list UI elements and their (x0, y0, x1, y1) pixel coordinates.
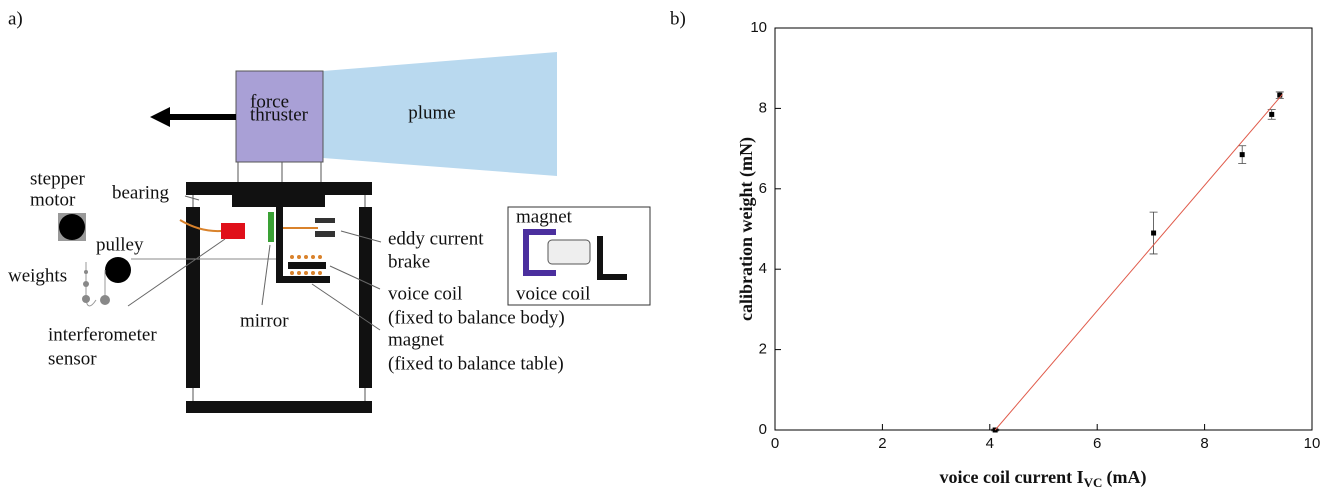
coil-magnet (288, 262, 326, 269)
inset-t (597, 236, 603, 280)
x-axis-label: voice coil current IVC(mA) (940, 467, 1147, 489)
brake-magnet (315, 218, 335, 223)
mirror-shape (268, 212, 274, 242)
label: pulley (96, 234, 144, 255)
stepper-motor (59, 214, 85, 240)
left-column (186, 207, 200, 388)
label: (fixed to balance body) (388, 307, 565, 328)
fit-line (995, 94, 1282, 430)
label: voice coil (388, 283, 462, 304)
hanger-foot (276, 276, 330, 283)
plot-frame (775, 28, 1312, 430)
x-label-unit: (mA) (1106, 467, 1146, 488)
right-column (359, 207, 372, 388)
y-tick-label: 10 (750, 19, 767, 36)
leader (185, 196, 199, 200)
x-tick-label: 10 (1304, 435, 1321, 452)
label: interferometer (48, 324, 157, 345)
y-tick-label: 2 (759, 341, 767, 358)
y-tick-label: 6 (759, 180, 767, 197)
label: weights (8, 265, 67, 286)
label: brake (388, 251, 430, 272)
top-block (232, 182, 325, 207)
data-point (1269, 112, 1274, 117)
data-point (1151, 231, 1156, 236)
x-label-sub: VC (1084, 475, 1103, 489)
label: eddy current (388, 228, 484, 249)
panel-label: b) (670, 8, 686, 29)
inset-t (597, 274, 627, 280)
panel-label: a) (8, 8, 23, 29)
chart: b) calibration weight (mN) voice coil cu… (670, 8, 1320, 489)
label: sensor (48, 348, 97, 369)
pulley-wheel (105, 257, 131, 283)
label: magnet (388, 329, 445, 350)
x-tick-label: 6 (1093, 435, 1101, 452)
x-tick-label: 2 (878, 435, 886, 452)
figure-svg: a) force thruster plume stepper motor be… (0, 0, 1332, 489)
leader (262, 245, 270, 305)
arrow-head (150, 107, 170, 127)
y-tick-label: 8 (759, 99, 767, 116)
hanger (276, 207, 283, 283)
inset-coil (548, 240, 590, 264)
bottom-beam (186, 401, 372, 413)
label: voice coil (516, 283, 590, 304)
label: bearing (112, 182, 169, 203)
data-point (1240, 152, 1245, 157)
label: (fixed to balance table) (388, 353, 564, 374)
label: stepper (30, 168, 86, 189)
y-axis-label: calibration weight (mN) (736, 137, 757, 321)
label: magnet (516, 206, 573, 227)
label: thruster (250, 104, 309, 125)
y-tick-label: 0 (759, 421, 767, 438)
x-label-main: voice coil current I (940, 467, 1084, 487)
figure: a) force thruster plume stepper motor be… (0, 0, 1332, 489)
label: mirror (240, 310, 289, 331)
label: motor (30, 189, 76, 210)
brake-magnet (315, 231, 335, 237)
label: plume (408, 102, 456, 123)
x-tick-label: 8 (1200, 435, 1208, 452)
sensor-head (221, 223, 245, 239)
x-tick-label: 4 (986, 435, 994, 452)
y-tick-label: 4 (759, 260, 767, 277)
diagram: a) force thruster plume stepper motor be… (8, 8, 650, 413)
x-tick-label: 0 (771, 435, 779, 452)
leader (330, 266, 380, 289)
